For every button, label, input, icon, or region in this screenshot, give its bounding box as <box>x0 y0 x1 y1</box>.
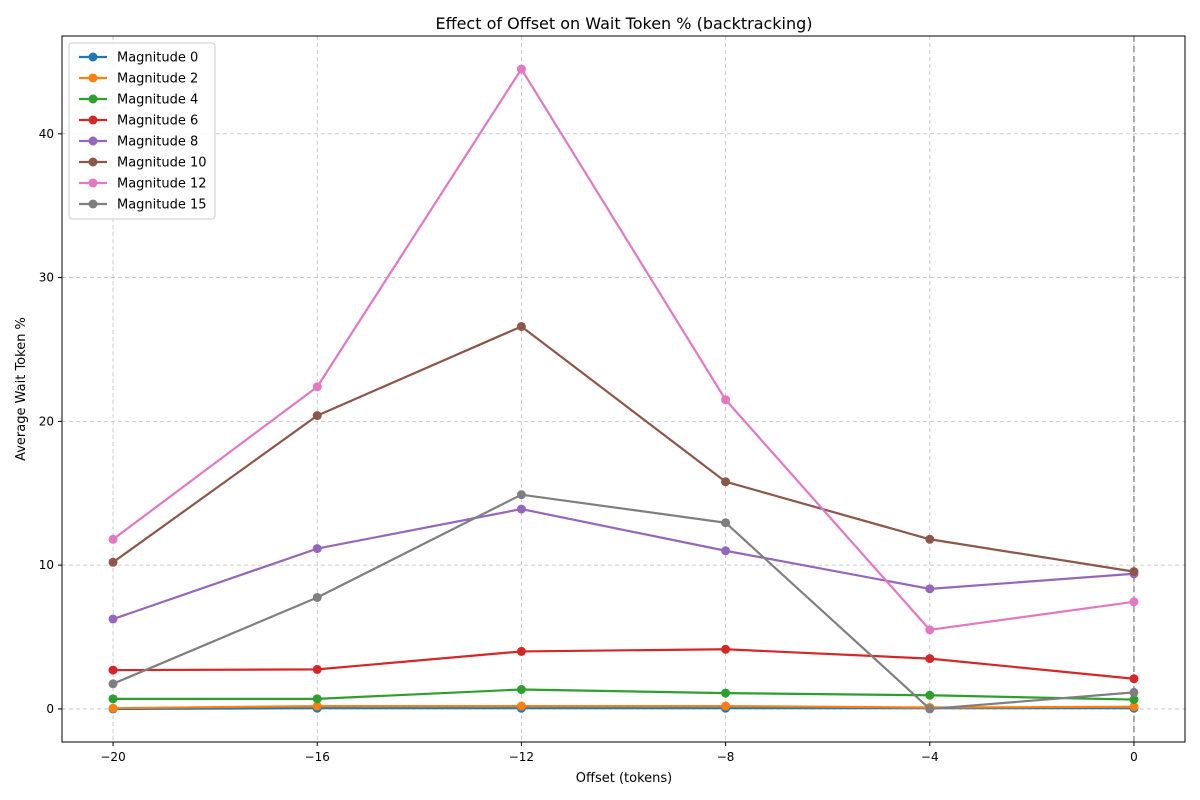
data-point <box>108 665 118 675</box>
data-point <box>516 321 526 331</box>
x-tick-label: −4 <box>921 750 939 764</box>
y-tick-label: 10 <box>39 558 54 572</box>
data-point <box>516 646 526 656</box>
data-point <box>108 614 118 624</box>
data-point <box>312 411 322 421</box>
legend-item: Magnitude 4 <box>79 93 198 108</box>
data-point <box>721 644 731 654</box>
data-point <box>925 625 935 635</box>
y-tick-label: 40 <box>39 127 54 141</box>
data-point <box>312 544 322 554</box>
data-point <box>1129 597 1139 607</box>
x-axis-ticks: −20 −16 −12 −8 −4 0 <box>100 742 1138 764</box>
data-point <box>1129 687 1139 697</box>
legend-label: Magnitude 0 <box>117 51 198 66</box>
series-line <box>112 325 1135 573</box>
series-line <box>113 688 1134 701</box>
data-point <box>312 701 322 711</box>
x-tick-label: −12 <box>509 750 534 764</box>
data-point <box>312 664 322 674</box>
data-point <box>312 382 322 392</box>
legend-swatch-marker <box>88 199 98 209</box>
data-point <box>925 534 935 544</box>
data-point <box>1129 702 1139 712</box>
y-tick-label: 30 <box>39 271 54 285</box>
data-point <box>312 592 322 602</box>
x-tick-label: −8 <box>717 750 735 764</box>
series-line <box>113 704 1134 710</box>
series-line <box>112 493 1135 711</box>
legend-swatch-marker <box>88 157 98 167</box>
x-tick-label: 0 <box>1130 750 1138 764</box>
legend-swatch-marker <box>88 115 98 125</box>
legend-label: Magnitude 6 <box>117 114 198 129</box>
x-tick-label: −16 <box>305 750 330 764</box>
data-point <box>721 518 731 528</box>
data-point <box>925 690 935 700</box>
data-point <box>312 694 322 704</box>
legend-swatch-marker <box>88 52 98 62</box>
legend-label: Magnitude 8 <box>117 135 198 150</box>
legend-label: Magnitude 4 <box>117 93 198 108</box>
data-point <box>516 701 526 711</box>
data-point <box>721 546 731 556</box>
legend-label: Magnitude 10 <box>117 156 207 171</box>
data-point <box>721 477 731 487</box>
data-point <box>108 679 118 689</box>
legend-label: Magnitude 12 <box>117 177 207 192</box>
series-group <box>108 64 1139 714</box>
data-point <box>925 654 935 664</box>
y-tick-label: 20 <box>39 414 54 428</box>
data-point <box>516 504 526 514</box>
legend-box <box>68 42 216 220</box>
series-magnitude-6 <box>108 644 1139 684</box>
plot-frame <box>61 35 1186 743</box>
series-line <box>112 67 1135 631</box>
legend-label: Magnitude 15 <box>117 198 207 213</box>
legend-item: Magnitude 8 <box>79 135 198 150</box>
series-line <box>113 648 1135 680</box>
legend-item: Magnitude 15 <box>79 198 207 213</box>
series-magnitude-4 <box>108 685 1139 705</box>
data-point <box>516 64 526 74</box>
data-point <box>108 534 118 544</box>
legend: Magnitude 0 Magnitude 2 Magnitude 4 Magnitu… <box>68 42 216 220</box>
legend-item: Magnitude 0 <box>79 51 198 66</box>
data-point <box>925 584 935 594</box>
data-point <box>1129 674 1139 684</box>
legend-swatch-marker <box>88 94 98 104</box>
series-magnitude-12 <box>108 64 1139 635</box>
x-tick-label: −20 <box>100 750 125 764</box>
legend-swatch-marker <box>88 136 98 146</box>
legend-label: Magnitude 2 <box>117 72 198 87</box>
chart-title: Effect of Offset on Wait Token % (backtr… <box>435 14 812 33</box>
data-point <box>925 704 935 714</box>
series-magnitude-10 <box>108 321 1139 577</box>
legend-swatch-marker <box>88 73 98 83</box>
y-tick-label: 0 <box>46 702 54 716</box>
legend-item: Magnitude 12 <box>79 177 207 192</box>
data-point <box>721 395 731 405</box>
series-line <box>112 507 1135 621</box>
data-point <box>108 557 118 567</box>
legend-item: Magnitude 10 <box>79 156 207 171</box>
data-point <box>516 685 526 695</box>
data-point <box>516 490 526 500</box>
data-point <box>108 694 118 704</box>
y-axis-ticks: 0 10 20 30 40 <box>39 127 62 716</box>
data-point <box>1129 567 1139 577</box>
data-point <box>721 688 731 698</box>
legend-item: Magnitude 6 <box>79 114 198 129</box>
data-point <box>721 701 731 711</box>
x-axis-label: Offset (tokens) <box>576 771 672 786</box>
data-point <box>108 703 118 713</box>
legend-swatch-marker <box>88 178 98 188</box>
series-magnitude-15 <box>108 490 1139 714</box>
data-point <box>1129 695 1139 705</box>
legend-item: Magnitude 2 <box>79 72 198 87</box>
y-axis-label: Average Wait Token % <box>14 317 29 461</box>
series-magnitude-8 <box>108 504 1139 624</box>
